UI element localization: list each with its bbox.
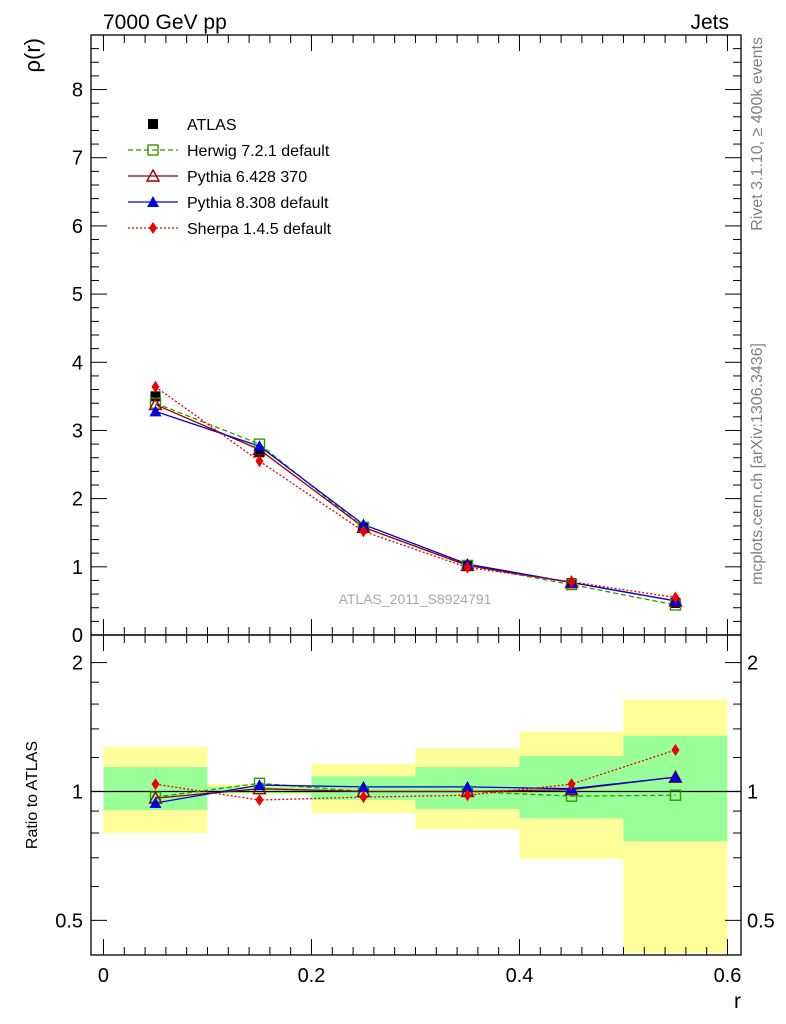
data-point — [463, 561, 472, 574]
ratio-point — [359, 791, 368, 804]
ratio-line-3 — [155, 749, 676, 801]
ratio-y-axis-label: Ratio to ATLAS — [24, 741, 41, 849]
y-tick-label: 2 — [72, 489, 83, 511]
ratio-point — [255, 794, 264, 807]
data-point — [254, 447, 265, 458]
plot-title-left: 7000 GeV pp — [103, 11, 227, 34]
ratio-point — [461, 780, 474, 792]
legend-label: Pythia 6.428 370 — [187, 169, 307, 186]
x-tick-label: 0.4 — [506, 965, 534, 987]
ratio-line-2 — [155, 776, 676, 804]
y-tick-label: 6 — [72, 216, 83, 238]
ratio-y-tick-label-right: 0.5 — [747, 910, 775, 932]
y-tick-label: 8 — [72, 80, 83, 102]
ratio-stat-band — [207, 786, 312, 794]
legend-label: Sherpa 1.4.5 default — [187, 221, 332, 238]
data-point — [567, 575, 576, 588]
ratio-line-0 — [155, 782, 676, 798]
y-axis-label: ρ(r) — [20, 38, 45, 73]
data-point — [359, 525, 368, 538]
y-tick-label: 5 — [72, 284, 83, 306]
data-point — [149, 405, 162, 417]
ratio-point — [567, 778, 576, 791]
ratio-y-tick-label-left: 0.5 — [55, 910, 83, 932]
ratio-point — [253, 779, 266, 791]
data-point — [255, 455, 264, 468]
legend-marker — [145, 168, 161, 182]
data-point — [151, 380, 160, 393]
series-line-4 — [155, 386, 676, 599]
analysis-watermark: ATLAS_2011_S8924791 — [339, 591, 492, 607]
ratio-line-1 — [155, 776, 676, 799]
y-tick-label: 0 — [72, 625, 83, 647]
ratio-plot-frame — [90, 634, 742, 956]
ratio-y-tick-label-right: 1 — [747, 781, 758, 803]
legend-label: ATLAS — [187, 117, 237, 134]
x-tick-label: 0.2 — [298, 965, 326, 987]
rivet-version-label: Rivet 3.1.10, ≥ 400k events — [749, 37, 766, 231]
ratio-point — [357, 780, 370, 792]
ratio-y-tick-label-left: 2 — [72, 653, 83, 675]
ratio-point — [463, 789, 472, 802]
legend-marker — [149, 222, 157, 234]
legend-label: Herwig 7.2.1 default — [187, 143, 330, 160]
plot-title-right: Jets — [690, 11, 729, 34]
data-point — [671, 591, 680, 604]
x-axis-label: r — [734, 990, 741, 1013]
series-line-1 — [155, 402, 676, 606]
legend-marker — [147, 144, 159, 156]
mcplots-credit-label: mcplots.cern.ch [arXiv:1306.3436] — [749, 343, 766, 585]
y-tick-label: 4 — [72, 352, 83, 374]
x-tick-label: 0 — [98, 965, 109, 987]
ratio-point — [669, 771, 682, 783]
y-tick-label: 7 — [72, 148, 83, 170]
y-tick-label: 1 — [72, 557, 83, 579]
legend-marker — [147, 196, 159, 207]
ratio-y-tick-label-right: 2 — [747, 653, 758, 675]
x-tick-label: 0.6 — [714, 965, 742, 987]
series-line-3 — [155, 410, 676, 602]
data-point — [357, 518, 370, 530]
legend-label: Pythia 8.308 default — [187, 195, 329, 212]
data-point — [150, 391, 161, 402]
ratio-point — [149, 796, 162, 808]
ratio-point — [151, 778, 160, 791]
ratio-point — [671, 743, 680, 756]
ratio-y-tick-label-left: 1 — [72, 781, 83, 803]
ratio-point — [669, 789, 682, 801]
legend-marker — [148, 119, 158, 129]
y-tick-label: 3 — [72, 420, 83, 442]
data-point — [253, 440, 266, 452]
